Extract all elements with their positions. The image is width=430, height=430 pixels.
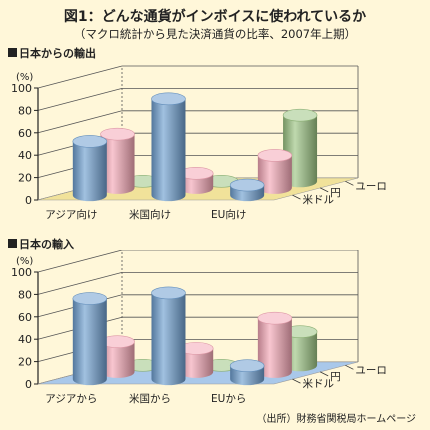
series-label-euro: ユーロ (355, 364, 387, 376)
y-tick-label: 60 (18, 127, 32, 140)
side-gridline (37, 250, 123, 273)
bar-top (151, 286, 186, 300)
y-tick-label: 60 (18, 311, 32, 324)
bar-top (229, 359, 265, 373)
y-tick-label: 80 (18, 288, 32, 301)
bar-top (282, 108, 318, 122)
y-tick-label: 100 (11, 266, 32, 279)
export-chart-title-row: 日本からの輸出 (8, 45, 96, 61)
square-bullet-icon (8, 48, 17, 57)
bar-top (257, 311, 293, 325)
y-tick-label: 100 (11, 82, 32, 95)
export-chart: 0 20 40 60 80 100 (%) 米ドル円 ユーロアジア向け 米国向け EU向け (0, 60, 430, 228)
bar-body (179, 348, 214, 378)
category-label: アジア向け (45, 208, 97, 221)
side-gridline (37, 65, 123, 89)
y-tick-label: 40 (18, 149, 32, 162)
import-chart: 0 20 40 60 80 100 (%) 米ドル円 ユーロアジアから 米国から EUから (0, 250, 430, 410)
y-tick-label: 40 (18, 333, 32, 346)
bar-usd-1 (151, 92, 186, 202)
series-label-leader (345, 180, 354, 186)
bar-top (257, 149, 293, 162)
side-gridline (37, 88, 123, 111)
bar-body (151, 292, 186, 386)
category-label: アジアから (45, 393, 97, 405)
source-note: （出所）財務省関税局ホームページ (256, 414, 417, 425)
y-tick-label: 80 (18, 104, 32, 117)
bar-body (100, 134, 135, 194)
y-tick-label: 0 (25, 378, 32, 391)
bar-yen-1 (178, 342, 214, 378)
category-label: EUから (211, 393, 246, 405)
series-label-yen: 円 (330, 187, 341, 199)
bar-body (72, 298, 107, 386)
series-label-leader (345, 364, 354, 370)
y-axis-unit-label: (%) (16, 256, 33, 267)
figure-subtitle: （マクロ統計から見た決済通貨の比率、2007年上期） (73, 27, 357, 41)
category-label: EU向け (211, 208, 246, 221)
bar-usd-0 (72, 292, 108, 386)
y-axis-unit-label: (%) (16, 72, 33, 83)
bar-top (72, 135, 108, 148)
import-chart-title-row: 日本の輸入 (8, 236, 74, 252)
series-label-leader (320, 371, 329, 377)
bar-usd-2 (229, 178, 265, 202)
series-label-leader (292, 194, 301, 200)
series-label-yen: 円 (330, 371, 341, 383)
figure-title: 図1：どんな通貨がインボイスに使われているか (63, 9, 367, 25)
bar-yen-2 (257, 311, 293, 378)
bar-body (257, 155, 292, 194)
bar-usd-2 (229, 359, 265, 386)
series-label-euro: ユーロ (355, 180, 387, 192)
bar-yen-0 (100, 127, 135, 194)
side-gridline (37, 272, 123, 295)
side-gridline (37, 110, 123, 134)
category-label: 米国から (129, 392, 171, 405)
series-label-leader (320, 187, 329, 193)
series-label-usd: 米ドル (302, 193, 334, 206)
y-tick-label: 0 (25, 194, 32, 207)
series-label-usd: 米ドル (302, 377, 334, 390)
y-tick-label: 20 (18, 356, 32, 369)
series-label-leader (292, 378, 301, 384)
bar-top (72, 292, 108, 305)
y-tick-label: 20 (18, 172, 32, 185)
bar-body (100, 341, 135, 378)
bar-top (151, 92, 186, 106)
bar-yen-1 (178, 167, 214, 194)
bar-usd-0 (72, 135, 108, 202)
bar-top (229, 178, 265, 192)
import-chart-title: 日本の輸入 (19, 238, 74, 251)
bar-top (100, 127, 135, 141)
bar-body (257, 318, 292, 378)
bar-usd-1 (151, 286, 186, 386)
bar-yen-2 (257, 149, 293, 194)
export-chart-title: 日本からの輸出 (19, 47, 96, 60)
bar-body (72, 141, 107, 202)
category-label: 米国向け (129, 208, 171, 221)
bar-body (151, 98, 186, 202)
square-bullet-icon (8, 239, 17, 248)
